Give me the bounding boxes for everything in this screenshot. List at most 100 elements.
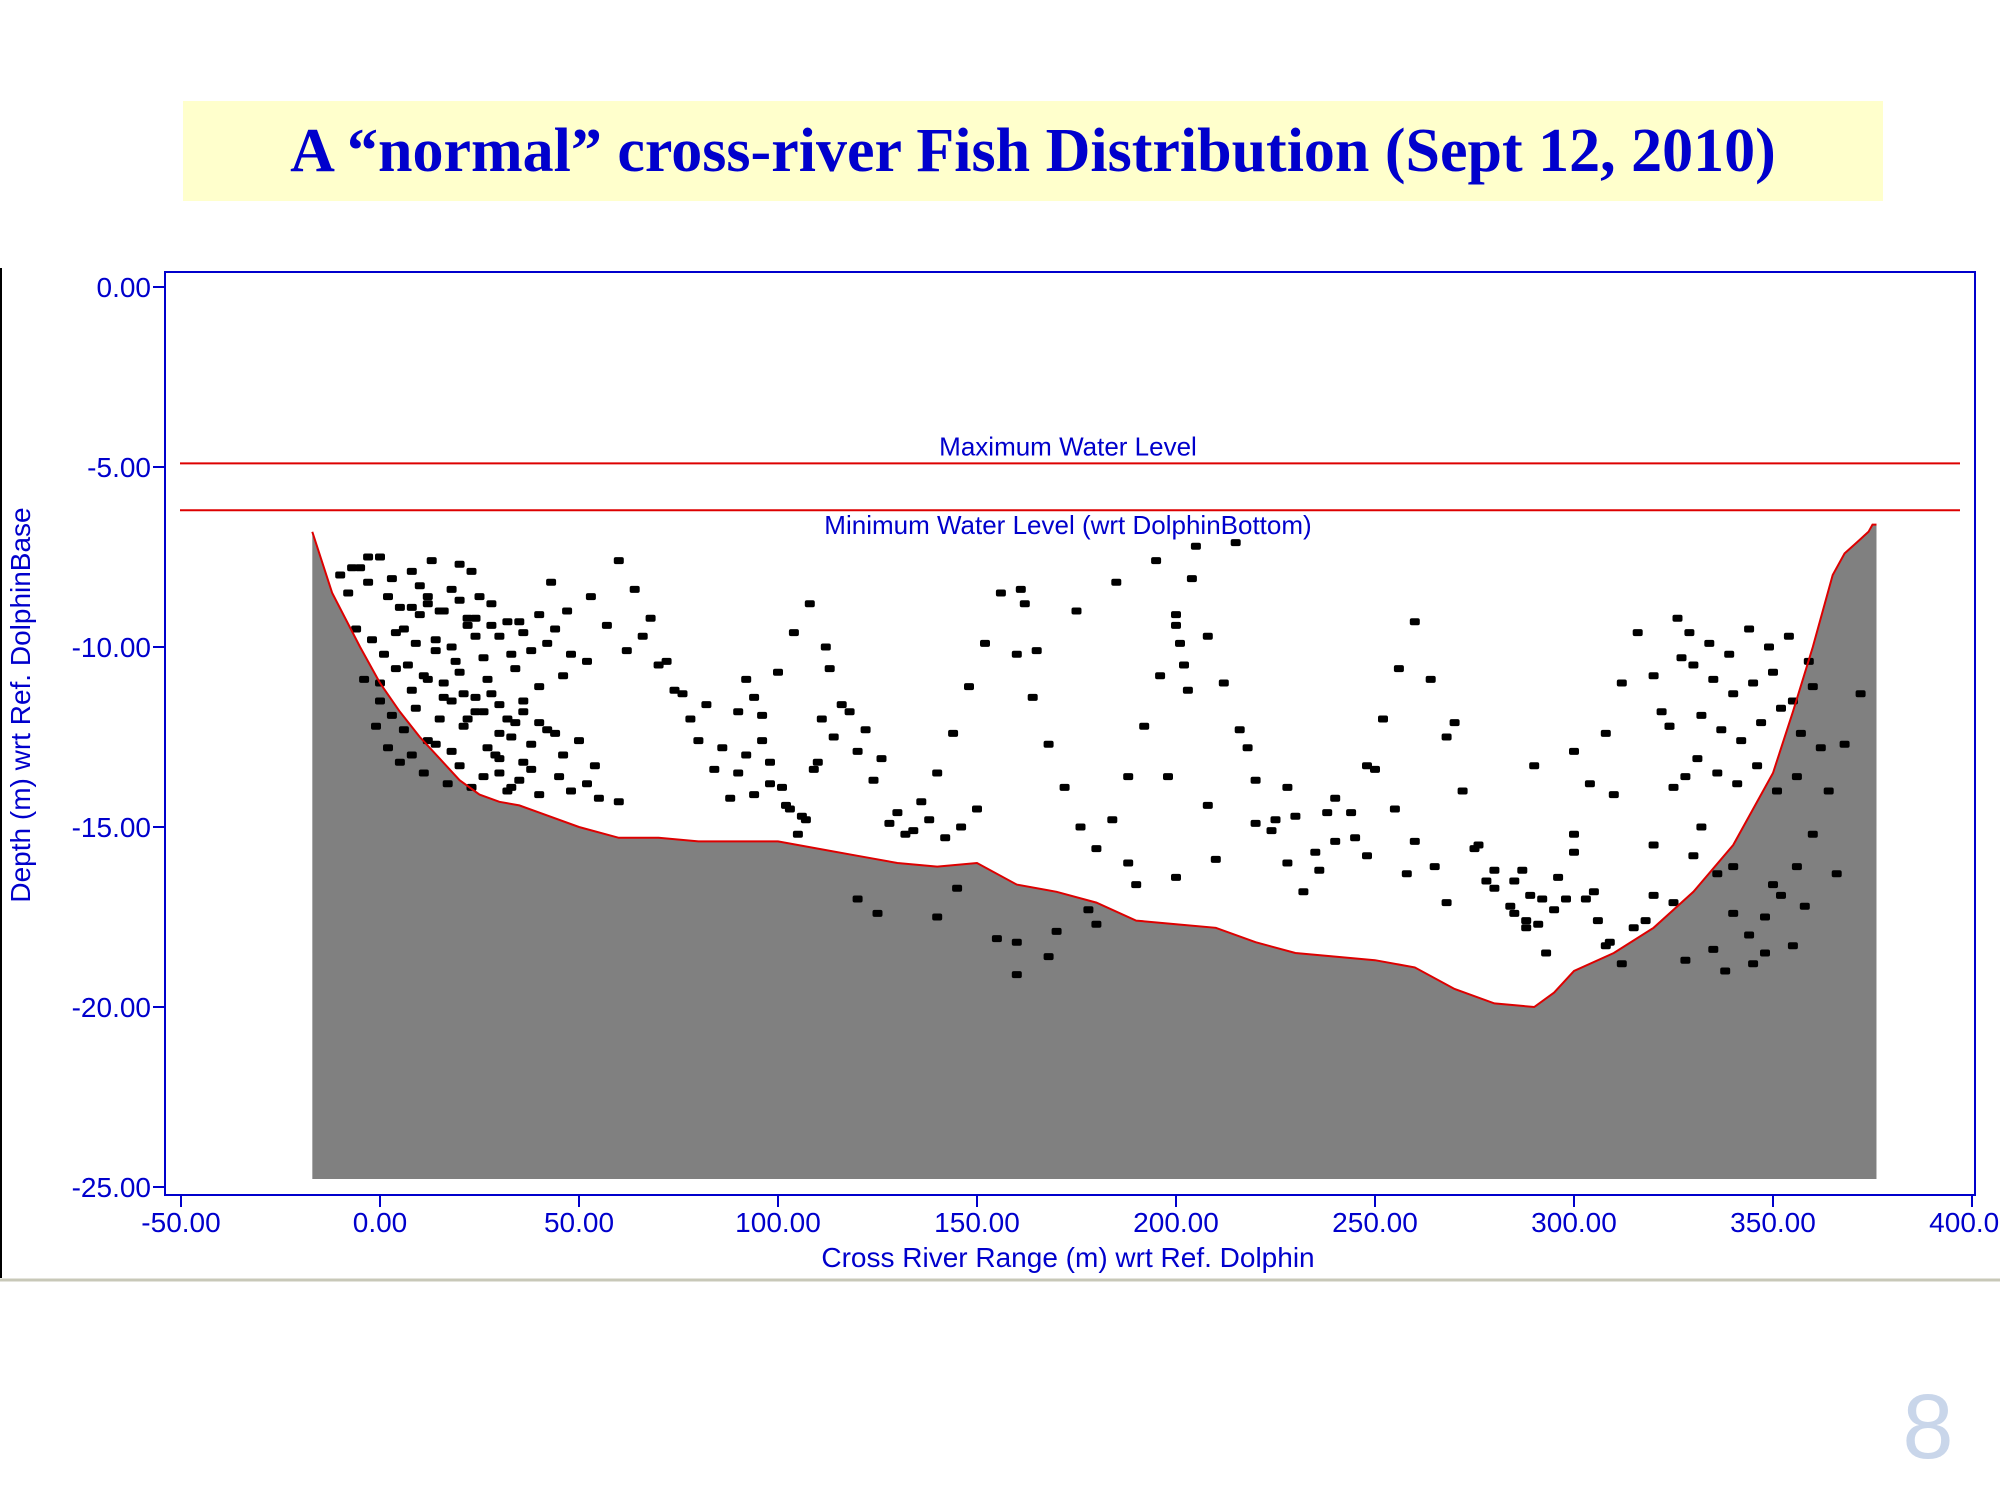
page-number: 8	[1902, 1376, 1954, 1478]
fish-point	[422, 593, 433, 601]
fish-point	[1179, 661, 1189, 669]
fish-point	[872, 909, 883, 917]
fish-point	[757, 711, 768, 719]
fish-point	[534, 683, 545, 691]
fish-point	[637, 632, 648, 640]
fish-point	[406, 567, 417, 575]
fish-point	[1139, 722, 1150, 730]
fish-point	[1616, 679, 1627, 687]
fish-point	[1616, 960, 1627, 968]
fish-point	[343, 589, 354, 597]
fish-point	[1839, 740, 1850, 748]
fish-point	[398, 726, 409, 734]
fish-point	[470, 708, 481, 716]
fish-point	[398, 625, 409, 633]
fish-point	[1083, 906, 1094, 914]
fish-point	[860, 726, 871, 734]
fish-point	[402, 661, 413, 669]
fish-point	[1569, 830, 1579, 838]
fish-point	[733, 769, 744, 777]
fish-point	[582, 780, 592, 788]
fish-point	[884, 819, 895, 827]
fish-point	[454, 560, 465, 568]
fish-point	[1517, 866, 1528, 874]
fish-point	[550, 625, 561, 633]
fish-point	[1704, 639, 1715, 647]
fish-point	[1724, 650, 1735, 658]
fish-point	[1171, 621, 1181, 629]
fish-point	[1043, 953, 1054, 961]
fish-point	[1680, 773, 1691, 781]
fish-point	[1648, 891, 1659, 899]
fish-point	[566, 787, 576, 795]
fish-point	[1728, 690, 1739, 698]
fish-point	[804, 600, 815, 608]
fish-point	[693, 737, 704, 745]
x-tick-label: 0.00	[353, 1207, 408, 1238]
fish-point	[1640, 917, 1651, 925]
fish-point	[932, 913, 943, 921]
fish-point	[1330, 837, 1341, 845]
fish-point	[506, 783, 517, 791]
fish-point	[1282, 859, 1293, 867]
title-banner: A “normal” cross-river Fish Distribution…	[183, 101, 1883, 201]
fish-point	[1298, 888, 1309, 896]
fish-point	[1795, 729, 1806, 737]
fish-point	[1131, 881, 1142, 889]
fish-point	[534, 719, 545, 727]
fish-point	[534, 611, 545, 619]
fish-point	[510, 665, 521, 673]
fish-point	[991, 935, 1002, 943]
fish-point	[1791, 773, 1802, 781]
fish-point	[1728, 863, 1739, 871]
fish-point	[1190, 542, 1201, 550]
fish-point	[454, 668, 465, 676]
fish-point	[1441, 899, 1452, 907]
fish-point	[506, 650, 517, 658]
fish-point	[1075, 823, 1086, 831]
fish-point	[1270, 816, 1281, 824]
fish-point	[426, 557, 437, 565]
fish-point	[430, 740, 441, 748]
fish-point	[613, 557, 624, 565]
fish-point	[494, 632, 505, 640]
fish-point	[542, 726, 553, 734]
fish-point	[749, 791, 760, 799]
fish-point	[852, 747, 863, 755]
fish-point	[406, 603, 417, 611]
fish-point	[1772, 787, 1782, 795]
fish-point	[1815, 744, 1826, 752]
fish-point	[900, 830, 911, 838]
fish-point	[749, 693, 760, 701]
fish-point	[462, 614, 473, 622]
fish-point	[542, 639, 553, 647]
fish-point	[518, 629, 529, 637]
fish-point	[1182, 686, 1193, 694]
y-tick-label: -25.00	[72, 1172, 151, 1203]
fish-point	[1807, 683, 1818, 691]
fish-point	[1748, 960, 1759, 968]
fish-point	[394, 758, 405, 766]
x-tick-label: 300.00	[1531, 1207, 1617, 1238]
fish-point	[812, 758, 823, 766]
fish-point	[1091, 845, 1102, 853]
fish-point	[1218, 679, 1229, 687]
fish-point	[458, 722, 469, 730]
fish-point	[824, 665, 835, 673]
fish-point	[1111, 578, 1122, 586]
fish-point	[394, 603, 405, 611]
fish-point	[1059, 783, 1070, 791]
fish-point	[948, 729, 959, 737]
fish-point	[1175, 639, 1185, 647]
fish-point	[1457, 787, 1468, 795]
fish-point	[1525, 891, 1536, 899]
fish-point	[482, 744, 493, 752]
fish-point	[1569, 747, 1579, 755]
fish-point	[1799, 902, 1810, 910]
fish-point	[1322, 809, 1333, 817]
fish-point	[709, 765, 720, 773]
fish-point	[1823, 787, 1834, 795]
fish-point	[446, 585, 457, 593]
fish-point	[1783, 632, 1794, 640]
fish-point	[450, 657, 461, 665]
